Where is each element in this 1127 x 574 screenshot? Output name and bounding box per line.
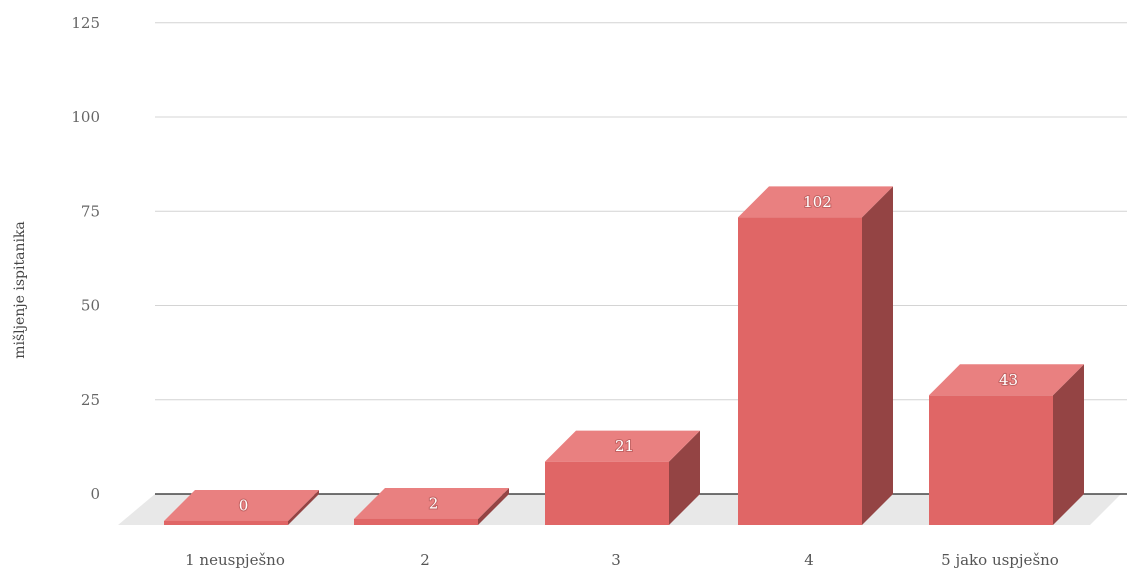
y-axis-title: mišljenje ispitanika bbox=[11, 221, 28, 359]
bar-front bbox=[929, 395, 1053, 525]
bar-side bbox=[669, 430, 700, 525]
y-tick-label: 0 bbox=[90, 485, 100, 503]
bar bbox=[929, 364, 1084, 525]
bar-side bbox=[478, 487, 509, 525]
x-category-label: 4 bbox=[804, 551, 814, 569]
bar bbox=[545, 430, 700, 525]
bar-top bbox=[929, 364, 1084, 396]
data-label: 102 bbox=[803, 193, 832, 211]
bar-front bbox=[354, 518, 478, 525]
y-tick-label: 25 bbox=[81, 391, 100, 409]
x-category-label: 3 bbox=[611, 551, 621, 569]
y-tick-label: 50 bbox=[81, 297, 100, 315]
y-tick-label: 125 bbox=[71, 14, 100, 32]
bar-top bbox=[545, 430, 700, 462]
bar-side bbox=[1053, 364, 1084, 525]
data-label: 21 bbox=[615, 437, 634, 455]
x-category-label: 1 neuspješno bbox=[185, 551, 285, 569]
x-category-label: 5 jako uspješno bbox=[941, 551, 1059, 569]
data-label: 43 bbox=[999, 371, 1018, 389]
bar-top bbox=[354, 487, 509, 519]
y-tick-label: 100 bbox=[71, 108, 100, 126]
bar-front bbox=[738, 217, 862, 526]
bar bbox=[738, 186, 893, 526]
bar-side bbox=[288, 490, 319, 525]
bar-top bbox=[164, 490, 319, 521]
data-label: 2 bbox=[429, 494, 439, 512]
bar-front bbox=[164, 521, 288, 525]
x-category-label: 2 bbox=[420, 551, 430, 569]
data-label: 0 bbox=[239, 497, 249, 515]
bar-front bbox=[545, 461, 669, 525]
bar bbox=[354, 487, 509, 525]
bar bbox=[164, 490, 319, 525]
y-tick-label: 75 bbox=[81, 202, 100, 220]
bar-top bbox=[738, 186, 893, 218]
bar-side bbox=[862, 186, 893, 526]
